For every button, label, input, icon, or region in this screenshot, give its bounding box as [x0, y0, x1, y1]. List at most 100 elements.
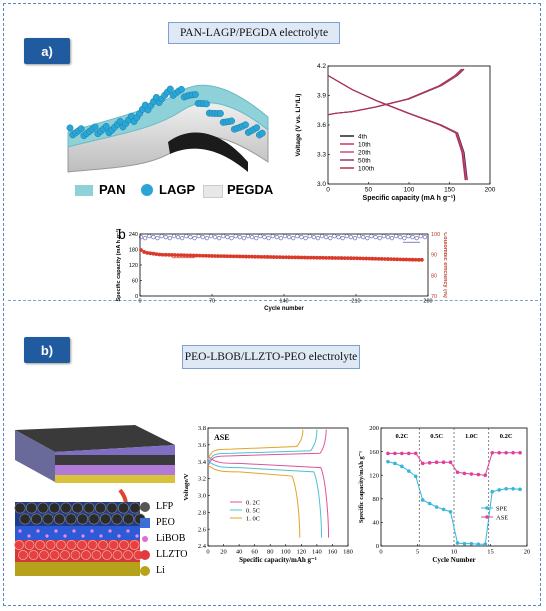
capacity-point	[339, 256, 344, 260]
capacity-point	[169, 253, 174, 257]
ase-point	[483, 473, 488, 477]
ase-point	[490, 450, 495, 455]
x-axis-label: Specific capacity/mAh g⁻¹	[239, 556, 317, 564]
capacity-point	[373, 256, 378, 261]
lfp-particle	[14, 502, 26, 514]
legend-label: 10th	[358, 142, 371, 149]
lfp-particle	[118, 502, 130, 514]
ce-point	[385, 235, 390, 240]
ce-point	[159, 234, 164, 239]
y-tick-label: 200	[369, 425, 379, 432]
ce-point	[171, 234, 177, 239]
spe-point	[400, 464, 404, 469]
capacity-point	[287, 255, 292, 260]
libob-particle	[36, 529, 40, 533]
llzto-particle	[35, 540, 45, 550]
ce-point	[180, 236, 185, 241]
ce-point	[270, 234, 275, 239]
x-tick-label: 60	[251, 549, 258, 556]
capacity-point	[398, 257, 403, 262]
ase-point	[427, 461, 432, 465]
capacity-point	[416, 257, 421, 262]
x-tick-label: 0	[326, 187, 330, 194]
panel-a-label: a)	[24, 38, 70, 64]
ce-point	[237, 235, 242, 240]
llzto-particle	[60, 550, 70, 560]
capacity-point	[157, 252, 162, 257]
capacity-point	[321, 255, 325, 260]
ce-point	[324, 235, 329, 240]
discharge-curve-100th	[327, 74, 466, 181]
capacity-point	[228, 254, 233, 259]
legend-label: 50th	[358, 158, 371, 165]
lagp-particle	[216, 110, 224, 117]
ce-point	[278, 236, 284, 241]
ce-point	[332, 234, 337, 239]
capacity-point	[166, 252, 171, 257]
lfp-particle	[65, 513, 77, 525]
ce-point	[398, 235, 403, 240]
ce-point	[192, 236, 197, 241]
capacity-point	[176, 253, 180, 258]
ase-point	[476, 472, 481, 477]
capacity-point	[194, 253, 199, 258]
ce-point	[356, 234, 362, 239]
capacity-point	[284, 255, 288, 260]
legend-marker	[485, 515, 489, 519]
ce-point	[225, 235, 230, 240]
capacity-point	[348, 256, 353, 261]
ce-point	[311, 235, 316, 240]
y-tick-label: 0	[135, 294, 138, 300]
capacity-point	[247, 254, 251, 259]
capacity-point	[345, 256, 350, 261]
ase-point	[386, 451, 390, 456]
pegda-label: PEGDA	[227, 182, 274, 197]
y-right-tick-label: 80	[431, 273, 437, 279]
x-axis-label: Cycle Number	[432, 556, 475, 564]
lfp-particle	[106, 502, 118, 514]
ce-point	[258, 234, 263, 239]
libob-particle	[45, 534, 49, 538]
ase-point	[455, 470, 460, 475]
llzto-particle	[56, 540, 66, 550]
ce-point	[291, 236, 296, 241]
capacity-point	[281, 255, 285, 260]
ce-point	[266, 236, 271, 241]
lfp-swatch	[140, 502, 150, 512]
x-axis-label: Cycle number	[264, 306, 304, 312]
lfp-particle	[71, 502, 83, 514]
libob-particle	[18, 529, 22, 533]
lfp-particle	[48, 502, 60, 514]
legend-label: 100th	[358, 166, 375, 173]
x-tick-label: 5	[416, 549, 419, 556]
lfp-particle	[111, 513, 123, 525]
ce-point	[274, 235, 279, 240]
ase-point	[518, 450, 522, 455]
capacity-point	[389, 257, 393, 262]
capacity-point	[305, 255, 310, 260]
y-tick-label: 160	[369, 449, 379, 456]
spe-point	[386, 459, 390, 464]
ce-point	[303, 236, 308, 241]
ce-point	[184, 234, 189, 239]
y-tick-label: 3.0	[198, 493, 206, 500]
lfp-particle	[77, 513, 89, 525]
libob-particle	[108, 529, 112, 533]
ase-point	[462, 471, 467, 476]
capacity-point	[259, 254, 264, 259]
y-right-tick-label: 90	[431, 253, 437, 259]
ce-point	[299, 235, 304, 240]
ce-point	[262, 235, 267, 240]
legend-label: 20th	[358, 150, 371, 157]
capacity-point	[330, 256, 335, 260]
llzto-particle	[49, 550, 60, 560]
y-tick-label: 80	[373, 496, 380, 503]
cycling-chart: 0 70 140 210 280 0 60 120 180 240 Cycle number Spec…	[115, 228, 447, 312]
llzto-particle	[129, 540, 140, 550]
llzto-particle	[87, 540, 98, 550]
capacity-point	[179, 253, 184, 258]
lfp-particle	[37, 502, 49, 514]
x-tick-label: 100	[281, 549, 291, 556]
lfp-particle	[83, 502, 95, 514]
ase-point	[420, 461, 425, 466]
